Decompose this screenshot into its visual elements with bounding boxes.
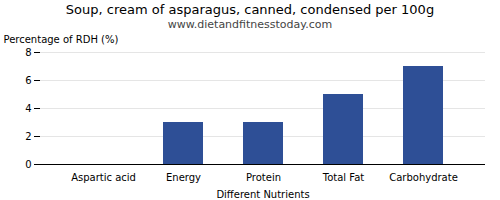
svg-text:Different Nutrients: Different Nutrients — [216, 189, 309, 200]
svg-text:2: 2 — [25, 131, 31, 142]
svg-text:Protein: Protein — [246, 172, 281, 183]
svg-text:4: 4 — [25, 103, 31, 114]
svg-text:Total Fat: Total Fat — [322, 172, 364, 183]
svg-text:8: 8 — [25, 47, 31, 58]
html-text:www.dietandfitnesstoday.com: www.dietandfitnesstoday.com — [167, 18, 333, 31]
svg-text:0: 0 — [25, 159, 31, 170]
svg-text:6: 6 — [25, 75, 31, 86]
svg-text:Aspartic acid: Aspartic acid — [71, 172, 136, 183]
html-text:Soup, cream of asparagus, cann: Soup, cream of asparagus, canned, conden… — [65, 2, 435, 17]
svg-text:Carbohydrate: Carbohydrate — [389, 172, 458, 183]
svg-text:Percentage of RDH (%): Percentage of RDH (%) — [4, 34, 119, 45]
svg-text:Energy: Energy — [166, 172, 201, 183]
